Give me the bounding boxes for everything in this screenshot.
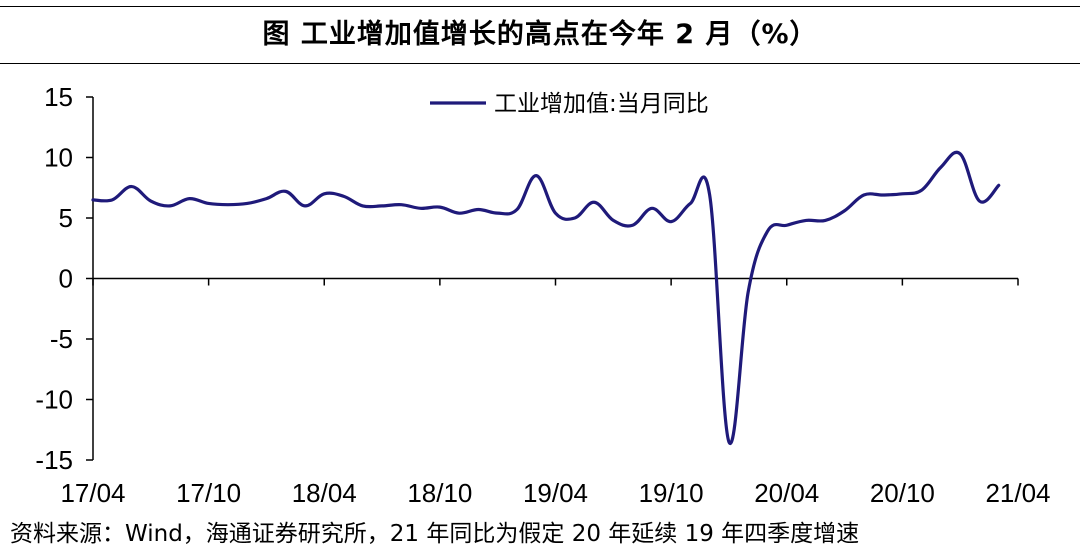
x-tick-label: 18/04 [292,478,357,508]
x-tick-label: 19/04 [523,478,588,508]
y-tick-label: -15 [35,445,73,475]
x-tick-label: 21/04 [985,478,1050,508]
y-tick-label: 5 [59,203,73,233]
x-tick-label: 17/04 [60,478,125,508]
y-tick-label: -5 [50,324,73,354]
x-tick-label: 20/10 [870,478,935,508]
y-tick-label: 10 [44,143,73,173]
x-tick-label: 18/10 [407,478,472,508]
x-tick-label: 20/04 [754,478,819,508]
y-tick-label: 15 [44,82,73,112]
source-note: 资料来源：Wind，海通证券研究所，21 年同比为假定 20 年延续 19 年四… [10,521,860,547]
series-line-industrial-value-added [91,150,1001,446]
x-tick-label: 19/10 [639,478,704,508]
y-tick-label: 0 [59,264,73,294]
chart-title: 图 工业增加值增长的高点在今年 2 月（%） [262,19,818,50]
x-tick-label: 17/10 [176,478,241,508]
legend-label: 工业增加值:当月同比 [494,91,709,117]
title-bar: 图 工业增加值增长的高点在今年 2 月（%） [0,6,1080,64]
y-tick-label: -10 [35,385,73,415]
